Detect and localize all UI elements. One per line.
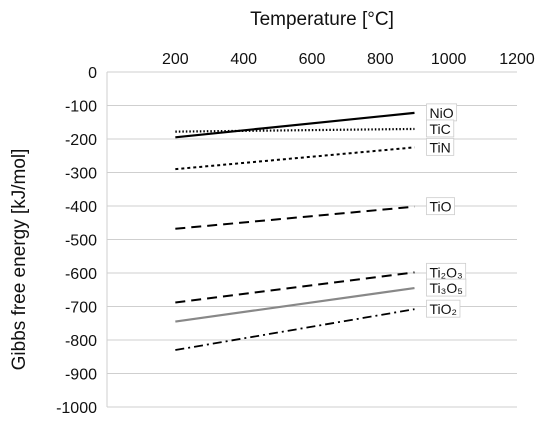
series-label-tio: TiO	[426, 197, 455, 216]
series-label-ti3o5: Ti₃O₅	[426, 278, 467, 297]
series-label-ti2o3: Ti₂O₃	[426, 262, 467, 281]
series-line-ti3o5	[175, 286, 415, 323]
x-tick-label: 1200	[499, 51, 535, 68]
series-line-tic	[175, 127, 415, 133]
series-line-nio	[175, 111, 415, 139]
x-tick-labels: 200 400 600 800 1000 1200	[162, 51, 535, 68]
y-tick-labels: 0 -100 -200 -300 -400 -500 -600 -700 -800 -900 -10…	[56, 65, 97, 417]
y-tick-label: -200	[65, 132, 97, 149]
y-axis-title: Gibbs free energy [kJ/mol]	[9, 149, 30, 371]
y-tick-label: -600	[65, 266, 97, 283]
series-line-tio2	[175, 308, 415, 351]
series-label-text: TiO	[430, 199, 452, 215]
series-label-box	[426, 278, 467, 297]
x-tick-label: 400	[230, 51, 257, 68]
series-label-tio2: TiO₂	[426, 299, 461, 318]
series-label-text: TiC	[430, 121, 451, 137]
x-tick-label: 800	[367, 51, 394, 68]
series-label-box	[426, 197, 455, 216]
x-tick-label: 600	[299, 51, 326, 68]
series-label-text: Ti₃O₅	[430, 280, 463, 296]
series-line-tio	[175, 205, 415, 230]
series-label-tin: TiN	[426, 137, 455, 156]
y-tick-label: -400	[65, 199, 97, 216]
x-tick-label: 200	[162, 51, 189, 68]
series-label-text: TiO₂	[430, 301, 457, 317]
series-label-nio: NiO	[426, 103, 458, 122]
y-tick-label: -100	[65, 99, 97, 116]
series-label-text: TiN	[430, 139, 451, 155]
series-label-text: Ti₂O₃	[430, 264, 463, 280]
series-label-box	[426, 299, 461, 318]
y-tick-label: -500	[65, 233, 97, 250]
y-tick-label: -900	[65, 367, 97, 384]
series-lines	[175, 111, 415, 351]
series-line-ti2o3	[175, 271, 415, 304]
series-label-text: NiO	[430, 105, 454, 121]
grid-lines	[106, 71, 517, 408]
y-tick-label: -1000	[56, 400, 97, 417]
series-label-box	[426, 119, 455, 138]
x-axis-title: Temperature [°C]	[250, 9, 394, 30]
x-tick-label: 1000	[431, 51, 467, 68]
y-tick-label: 0	[88, 65, 97, 82]
y-tick-label: -700	[65, 300, 97, 317]
series-label-tic: TiC	[426, 119, 455, 138]
y-tick-label: -300	[65, 166, 97, 183]
series-label-box	[426, 137, 455, 156]
series-line-tin	[175, 146, 415, 171]
y-tick-label: -800	[65, 333, 97, 350]
